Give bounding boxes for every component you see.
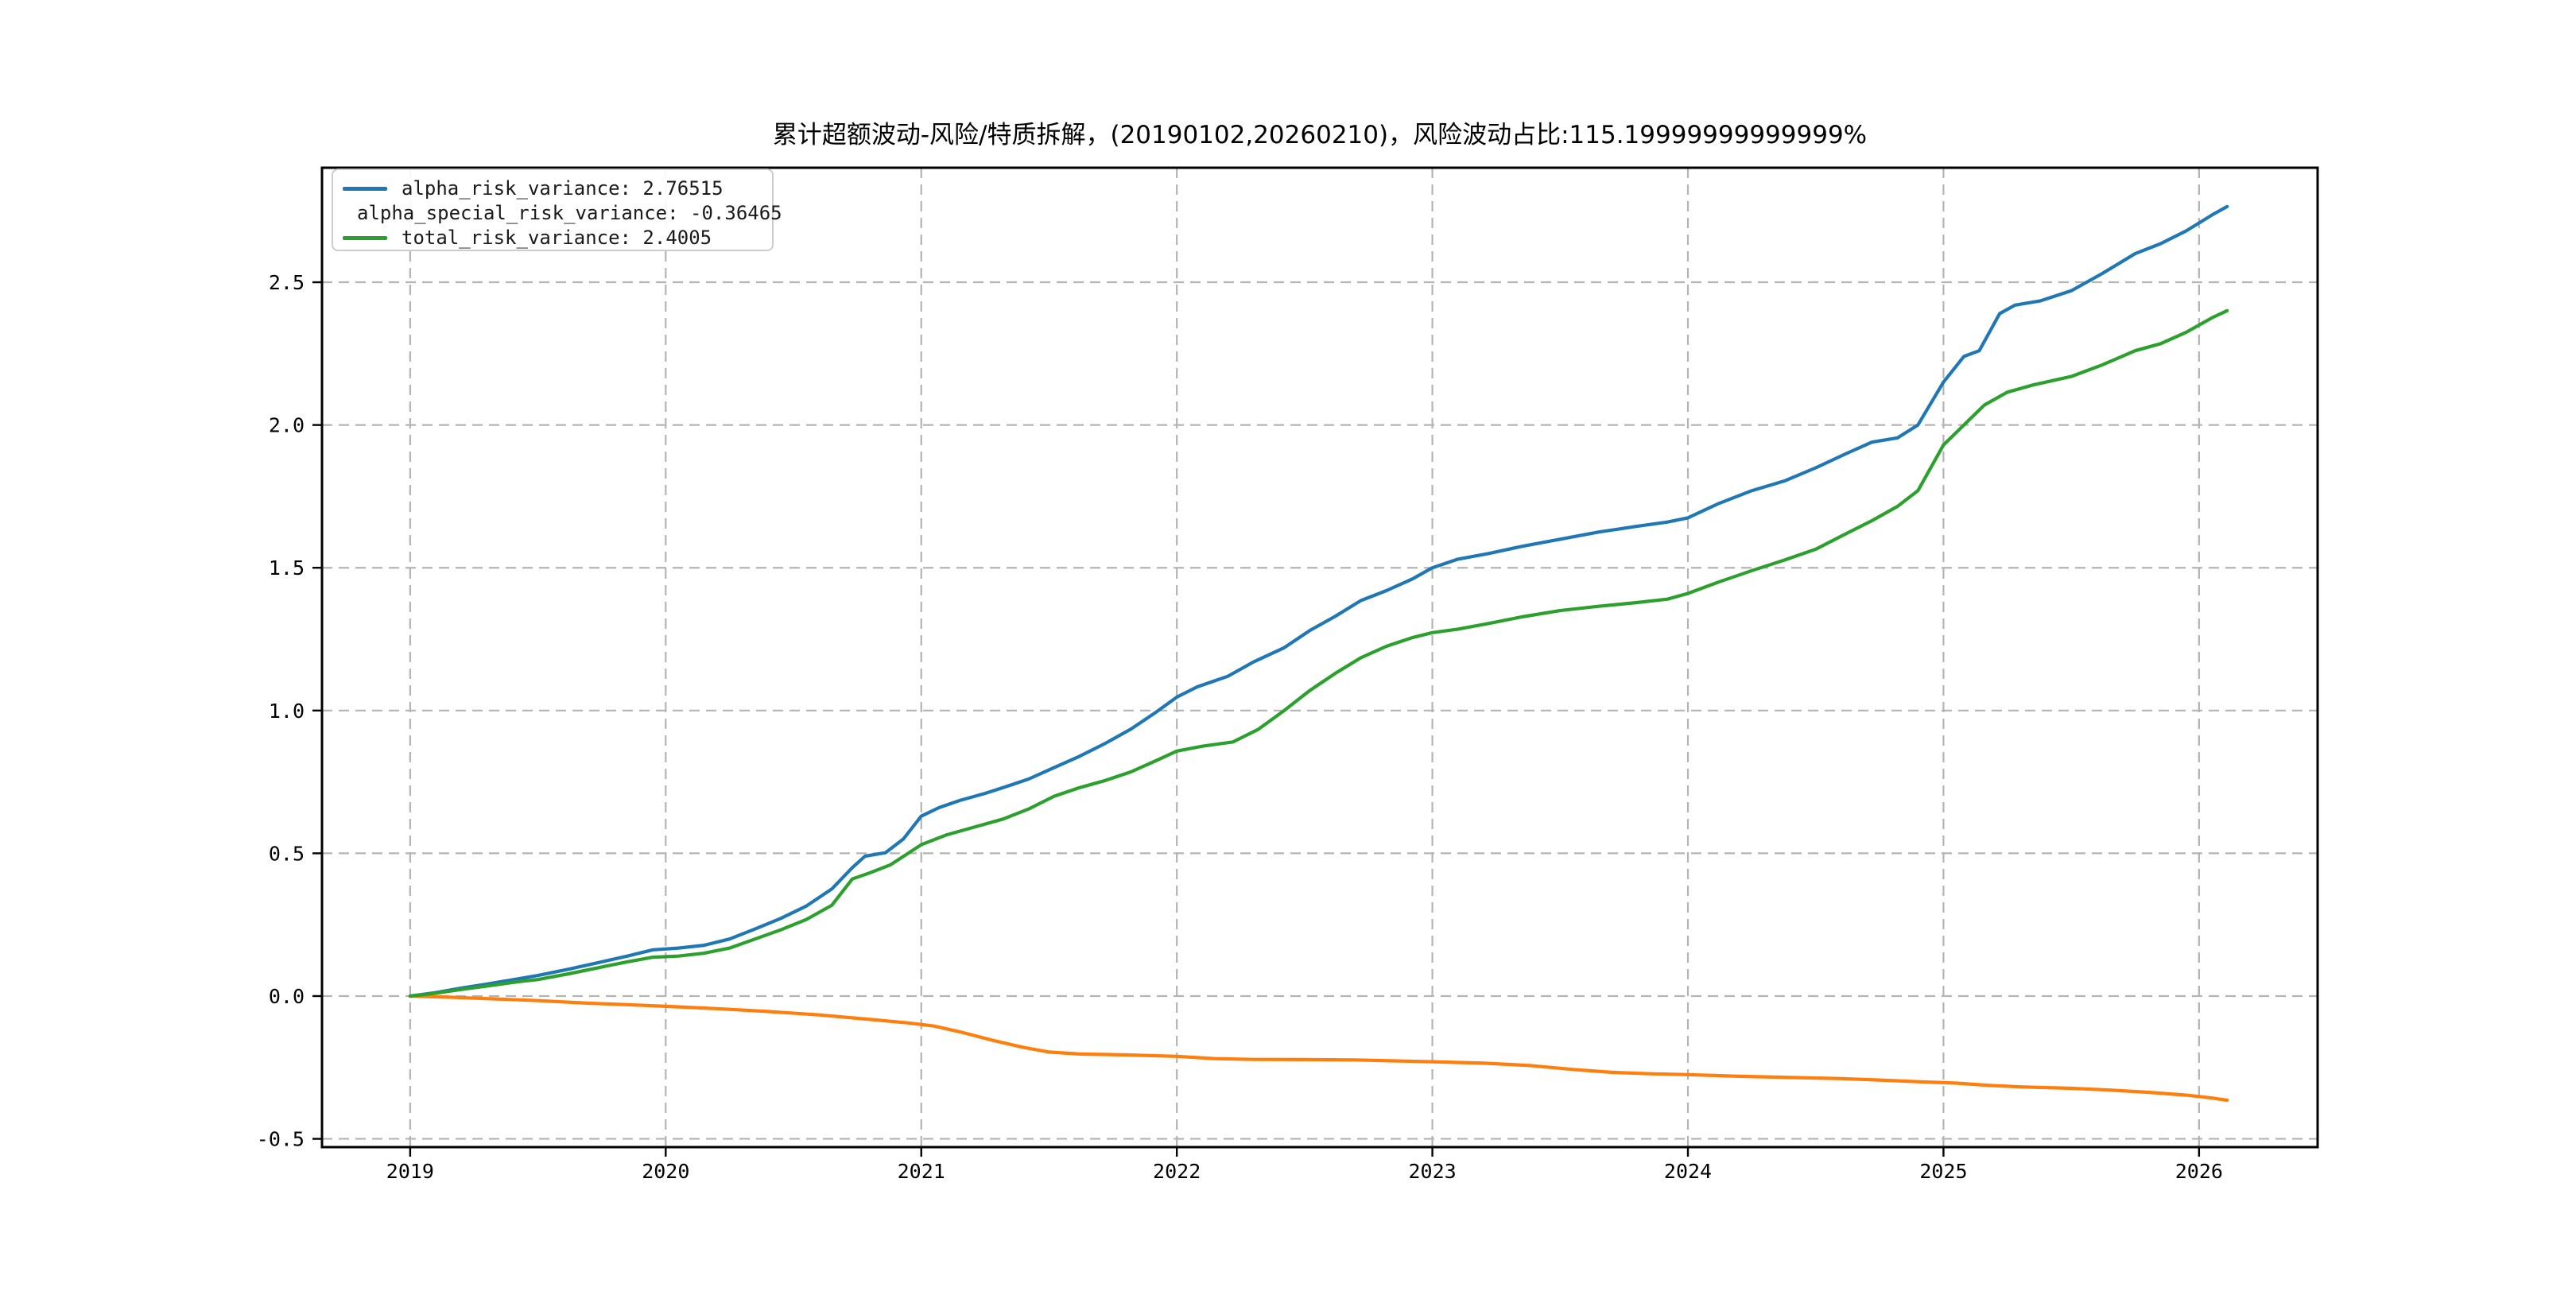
legend-swatch	[343, 187, 387, 191]
y-tick-labels: 2.5 2.0 1.5 1.0 0.5 0.0 -0.5	[257, 271, 305, 1151]
legend-swatch	[343, 236, 387, 240]
plot-frame	[320, 166, 2319, 1149]
svg-text:2025: 2025	[1919, 1160, 1967, 1183]
svg-text:2021: 2021	[898, 1160, 945, 1183]
legend-label: alpha_special_risk_variance: -0.36465	[357, 202, 782, 224]
svg-text:-0.5: -0.5	[257, 1128, 305, 1151]
svg-text:2026: 2026	[2175, 1160, 2223, 1183]
svg-text:2019: 2019	[386, 1160, 434, 1183]
legend-row: total_risk_variance: 2.4005	[343, 226, 772, 250]
legend-row: alpha_risk_variance: 2.76515	[343, 176, 772, 201]
svg-text:2.5: 2.5	[269, 271, 305, 294]
legend-label: total_risk_variance: 2.4005	[402, 227, 712, 249]
svg-text:0.5: 0.5	[269, 842, 305, 865]
legend-row: alpha_special_risk_variance: -0.36465	[343, 201, 782, 226]
svg-text:0.0: 0.0	[269, 985, 305, 1008]
series-lines	[408, 204, 2229, 1103]
x-tick-labels: 2019 2020 2021 2022 2023 2024 2025 2026	[386, 1160, 2223, 1183]
legend-label: alpha_risk_variance: 2.76515	[402, 177, 724, 200]
series-line-alpha_special_risk_variance	[408, 994, 2229, 1103]
x-tick-marks	[409, 1147, 2201, 1157]
svg-text:1.0: 1.0	[269, 700, 305, 723]
gridlines	[322, 168, 2318, 1147]
legend: alpha_risk_variance: 2.76515 alpha_speci…	[332, 169, 782, 251]
svg-text:2020: 2020	[642, 1160, 689, 1183]
svg-text:2022: 2022	[1153, 1160, 1201, 1183]
svg-text:2023: 2023	[1408, 1160, 1456, 1183]
svg-text:1.5: 1.5	[269, 556, 305, 580]
series-line-alpha_risk_variance	[408, 204, 2229, 998]
svg-text:2.0: 2.0	[269, 414, 305, 437]
series-line-total_risk_variance	[408, 308, 2229, 998]
svg-text:2024: 2024	[1664, 1160, 1712, 1183]
chart-title: 累计超额波动-风险/特质拆解，(20190102,20260210)，风险波动占…	[773, 121, 1867, 149]
y-tick-marks	[312, 281, 322, 1140]
